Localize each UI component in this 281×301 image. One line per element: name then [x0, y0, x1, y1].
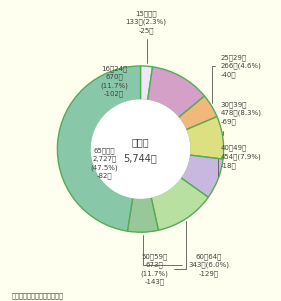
Wedge shape	[57, 66, 140, 231]
Text: 30〜39歳
478人(8.3%)
-69人: 30〜39歳 478人(8.3%) -69人	[221, 101, 262, 135]
Text: 25〜29歳
266人(4.6%)
-40人: 25〜29歳 266人(4.6%) -40人	[212, 54, 262, 103]
Text: 15歳以下
133人(2.3%)
-25人: 15歳以下 133人(2.3%) -25人	[126, 10, 167, 64]
Text: 注　警察庁資料により作成。: 注 警察庁資料により作成。	[11, 293, 63, 299]
Circle shape	[91, 100, 190, 198]
Wedge shape	[180, 155, 223, 197]
Wedge shape	[148, 67, 205, 118]
Text: 16〜24歳
670人
(11.7%)
-102人: 16〜24歳 670人 (11.7%) -102人	[100, 65, 128, 97]
Wedge shape	[151, 178, 208, 230]
Text: 5,744人: 5,744人	[124, 154, 157, 163]
Wedge shape	[140, 66, 153, 101]
Text: 40〜49歳
454人(7.9%)
-18人: 40〜49歳 454人(7.9%) -18人	[218, 145, 262, 176]
Text: 合　計: 合 計	[132, 138, 149, 147]
Wedge shape	[178, 96, 217, 130]
Text: 60〜64歳
343人(6.0%)
-129人: 60〜64歳 343人(6.0%) -129人	[143, 235, 229, 277]
Wedge shape	[186, 116, 224, 159]
Text: 65歳以上
2,727人
(47.5%)
-82人: 65歳以上 2,727人 (47.5%) -82人	[91, 147, 118, 179]
Text: 50〜59歳
673人
(11.7%)
-143人: 50〜59歳 673人 (11.7%) -143人	[141, 221, 186, 285]
Wedge shape	[127, 197, 158, 232]
